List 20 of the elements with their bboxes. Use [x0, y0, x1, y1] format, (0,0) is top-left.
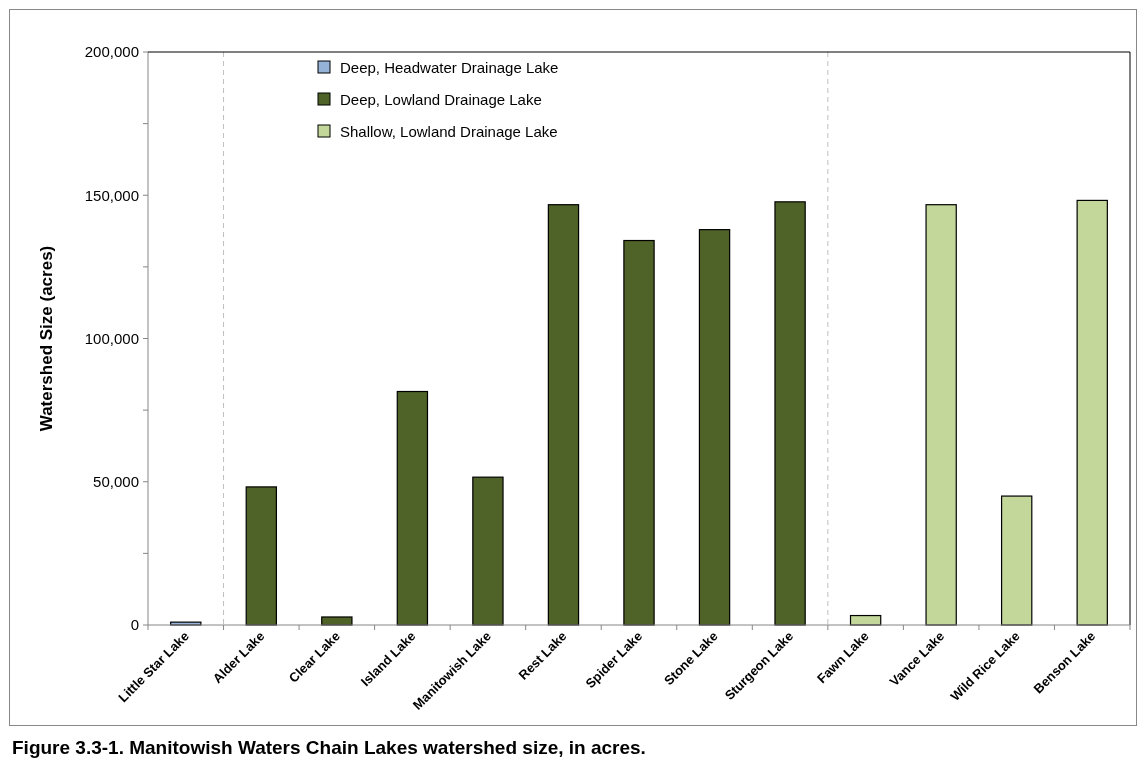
- y-tick-label: 100,000: [84, 329, 139, 347]
- bar: [396, 390, 429, 626]
- bar: [698, 229, 731, 626]
- y-tick-label: 50,000: [93, 473, 139, 490]
- y-tick-label: 150,000: [84, 186, 139, 204]
- y-tick-label: 200,000: [84, 43, 139, 61]
- text: Figure 3.3-1. Manitowish Waters Chain Lakes watershed size, in acres.: [12, 737, 646, 758]
- bar: [245, 486, 278, 626]
- bar: [925, 204, 957, 626]
- legend-label: Deep, Lowland Drainage Lake: [340, 91, 542, 109]
- legend-label: Shallow, Lowland Drainage Lake: [340, 123, 558, 141]
- bar: [1000, 495, 1033, 626]
- bar: [623, 239, 655, 626]
- legend-label: Deep, Headwater Drainage Lake: [340, 59, 559, 77]
- bar: [774, 201, 806, 626]
- y-tick-label: 0: [130, 616, 139, 634]
- bar: [547, 204, 580, 626]
- bar: [1076, 199, 1108, 626]
- bar: [472, 476, 504, 626]
- y-axis-title: Watershed Size (acres): [37, 245, 56, 432]
